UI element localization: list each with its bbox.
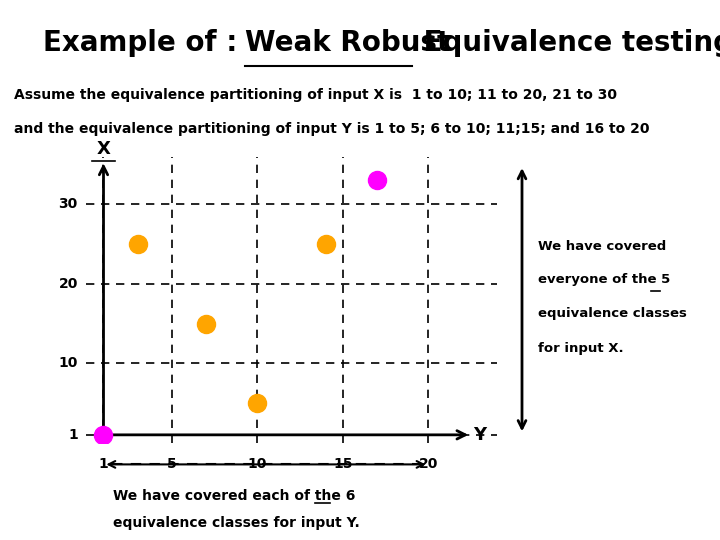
Text: Equivalence testing: Equivalence testing [414, 29, 720, 57]
Text: X: X [96, 140, 110, 158]
Text: for input X.: for input X. [539, 342, 624, 355]
Text: everyone of the 5: everyone of the 5 [539, 273, 670, 286]
Text: 1: 1 [68, 428, 78, 442]
Text: We have covered each of the 6: We have covered each of the 6 [113, 489, 356, 503]
Text: 20: 20 [58, 277, 78, 291]
Text: We have covered: We have covered [539, 240, 667, 253]
Text: 10: 10 [58, 356, 78, 370]
Text: 5: 5 [167, 457, 177, 471]
Text: Assume the equivalence partitioning of input X is  1 to 10; 11 to 20, 21 to 30: Assume the equivalence partitioning of i… [14, 88, 617, 102]
Text: Example of :: Example of : [43, 29, 247, 57]
Text: Y: Y [473, 426, 486, 444]
Text: 1: 1 [99, 457, 109, 471]
Text: and the equivalence partitioning of input Y is 1 to 5; 6 to 10; 11;15; and 16 to: and the equivalence partitioning of inpu… [14, 122, 649, 136]
Text: Weak Robust: Weak Robust [245, 29, 450, 57]
Text: 10: 10 [248, 457, 267, 471]
Text: 15: 15 [333, 457, 353, 471]
Text: equivalence classes: equivalence classes [539, 307, 688, 320]
Text: 20: 20 [419, 457, 438, 471]
Text: 30: 30 [58, 197, 78, 211]
Text: equivalence classes for input Y.: equivalence classes for input Y. [113, 516, 360, 530]
